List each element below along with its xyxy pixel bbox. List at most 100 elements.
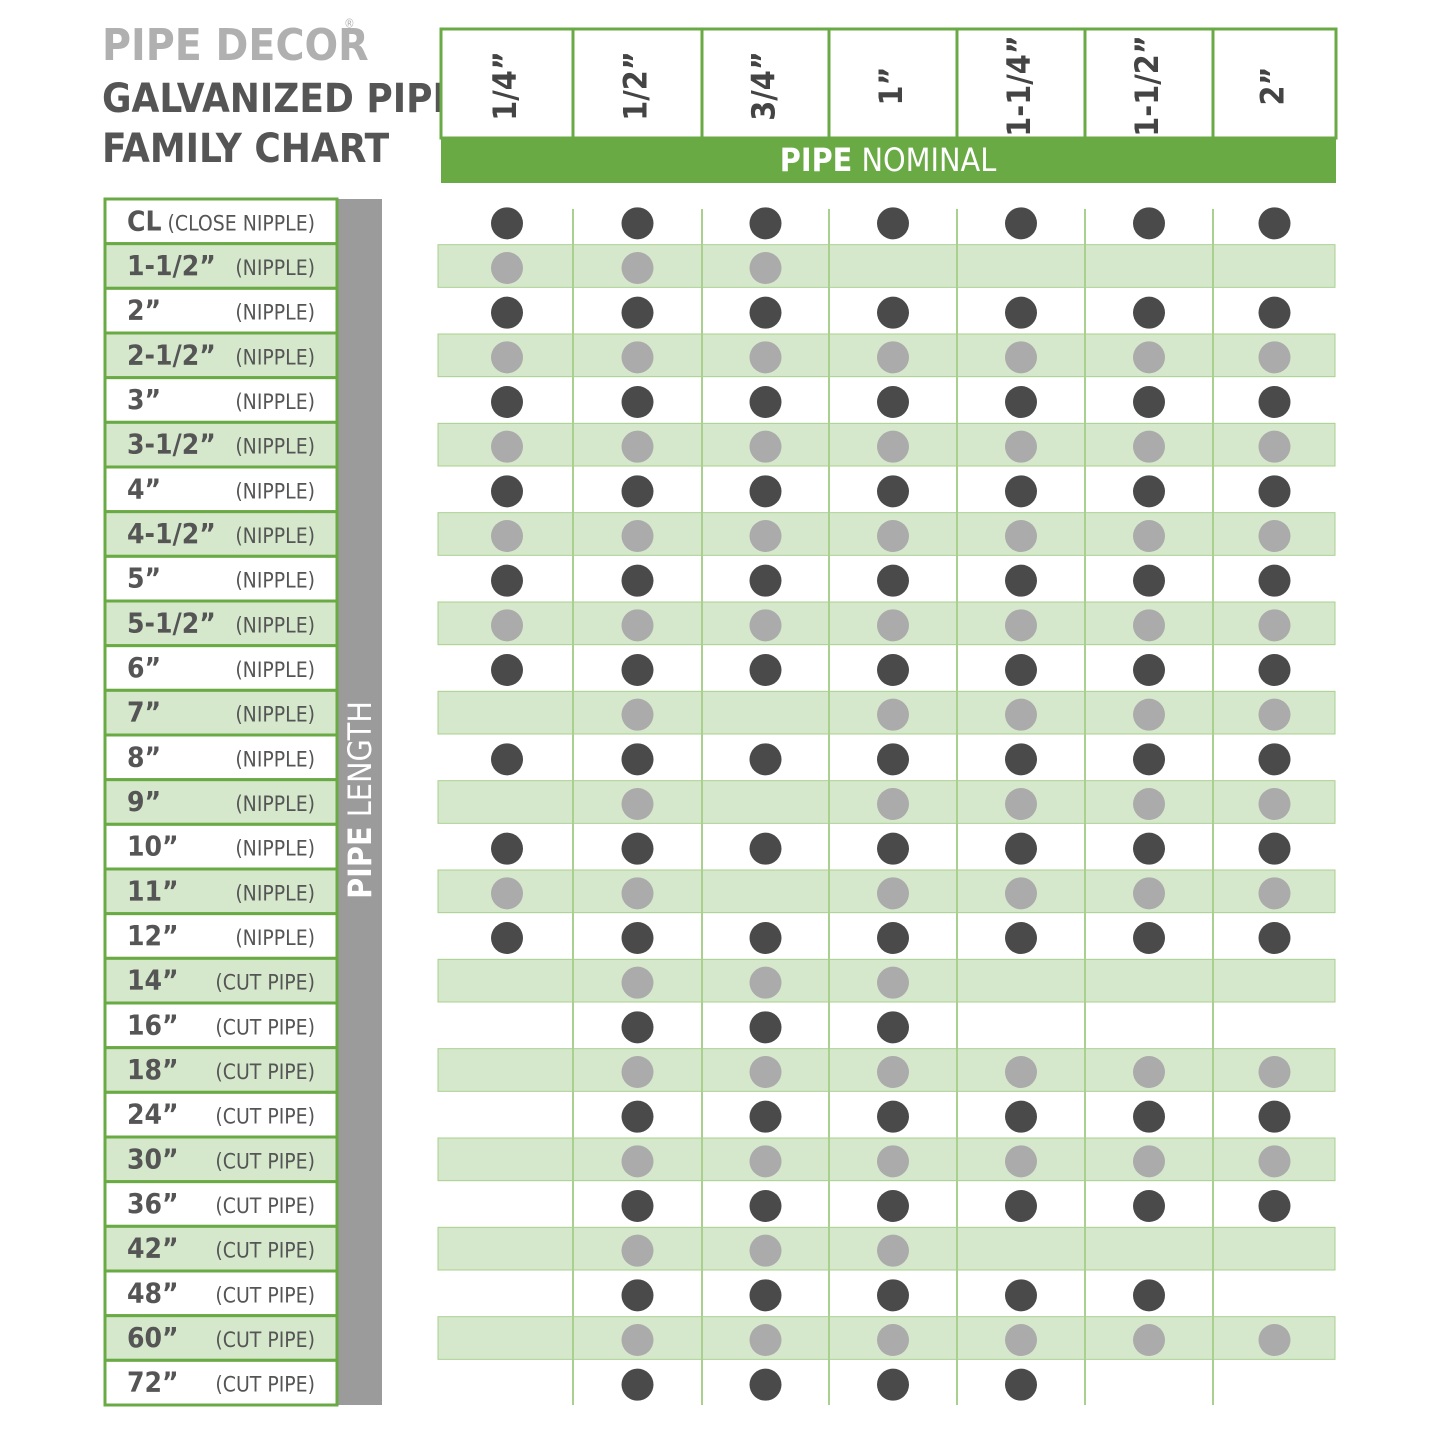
column-header-cell [1211,27,1338,140]
availability-dot [1133,788,1165,820]
availability-dot [1258,475,1291,508]
row-length: 60” [127,1321,179,1354]
row-length: 16” [127,1008,179,1041]
availability-dot [621,564,654,597]
availability-dot [491,922,523,954]
availability-dot [1005,1190,1037,1222]
row-label-cell [103,1090,339,1139]
availability-dot [877,341,909,374]
availability-dot [1133,609,1165,642]
availability-dot [1005,1100,1037,1133]
row-label-cell [103,912,339,960]
availability-dot [1133,877,1165,910]
availability-dot [749,386,782,418]
availability-dot [621,922,654,954]
availability-dot [1133,922,1165,954]
row-label-cell [103,376,339,424]
availability-dot [749,1324,782,1356]
title: FAMILY CHART [102,126,390,172]
row-length: 1-1/2” [127,249,216,282]
availability-dot [1258,430,1291,463]
availability-dot [1133,1056,1165,1088]
brand-mark: ® [344,17,355,31]
availability-dot [1258,1324,1291,1356]
availability-dot [1258,698,1291,731]
row-length: 5” [127,562,161,595]
availability-dot [1258,1145,1291,1178]
row-type: (CUT PIPE) [215,1239,315,1263]
availability-dot [1133,743,1165,776]
row-length: 30” [127,1142,179,1175]
row-length: 36” [127,1187,179,1220]
row-length: 2” [127,294,161,327]
column-header: 3/4” [745,51,783,121]
availability-dot [1005,1145,1037,1178]
availability-dot [1005,698,1037,731]
availability-dot [749,520,782,552]
row-label-cell [103,599,339,648]
availability-dot [621,341,654,374]
availability-dot [877,877,909,910]
availability-dot [749,922,782,954]
availability-dot [877,1145,909,1178]
availability-dot [621,1324,654,1356]
availability-dot [877,1324,909,1356]
availability-dot [491,430,523,463]
availability-dot [877,564,909,597]
row-label-cell [103,867,339,916]
availability-dot [749,1234,782,1267]
availability-dot [1005,743,1037,776]
row-label-cell [103,510,339,558]
column-header: 2” [1254,67,1292,106]
availability-dot [1005,564,1037,597]
availability-dot [877,788,909,820]
availability-dot [1005,520,1037,552]
availability-dot [491,475,523,508]
row-length: 9” [127,785,161,818]
row-type: (NIPPLE) [235,301,315,325]
availability-dot [877,1368,909,1401]
axis-bold: PIPE [341,826,379,899]
row-length: 3-1/2” [127,428,216,461]
row-length: 10” [127,830,179,863]
row-label-cell [103,778,339,826]
availability-dot [877,832,909,865]
availability-dot [1133,832,1165,865]
availability-dot [491,654,523,686]
availability-dot [491,877,523,910]
availability-dot [1133,1324,1165,1356]
row-label-cell [103,1358,339,1407]
row-length: 42” [127,1232,179,1265]
availability-dot [1133,1100,1165,1133]
availability-dot [1258,296,1291,329]
row-type: (NIPPLE) [235,479,315,503]
availability-dot [491,832,523,865]
availability-dot [621,877,654,910]
row-type: (CUT PIPE) [215,1194,315,1218]
availability-dot [877,520,909,552]
availability-dot [877,1011,909,1044]
availability-dot [1005,922,1037,954]
availability-dot [1005,609,1037,642]
row-type: (CUT PIPE) [215,971,315,995]
availability-dot [621,609,654,642]
row-length: 2-1/2” [127,338,216,371]
row-length: 4-1/2” [127,517,216,550]
availability-dot [877,966,909,999]
availability-dot [491,386,523,418]
row-length: 5-1/2” [127,606,216,639]
row-label-cell [103,956,339,1005]
availability-dot [877,207,909,240]
availability-dot [1005,296,1037,329]
row-type: (NIPPLE) [235,837,315,861]
availability-dot [621,252,654,284]
availability-dot [749,1145,782,1178]
axis-rest: LENGTH [341,701,379,817]
availability-dot [1005,1056,1037,1088]
row-label-cell [103,1314,339,1362]
availability-dot [1133,1190,1165,1222]
availability-dot [1258,654,1291,686]
availability-dot [749,207,782,240]
column-axis-title: PIPE NOMINAL [780,141,996,179]
column-header: 1-1/4” [1000,35,1038,136]
